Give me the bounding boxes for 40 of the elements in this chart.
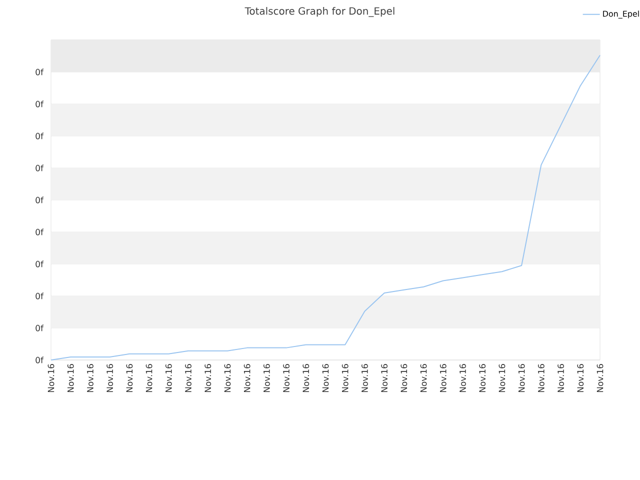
x-tick-label: Nov.16 bbox=[302, 364, 310, 392]
text: 0f bbox=[36, 196, 44, 204]
x-tick-label: Nov.16 bbox=[263, 364, 270, 392]
x-tick-label: Nov.16 bbox=[479, 364, 486, 392]
x-tick-label: Nov.16 bbox=[224, 364, 231, 392]
x-tick-label: Nov.16 bbox=[244, 364, 250, 392]
chart-title: Totalscore Graph for Don_Epel bbox=[244, 7, 394, 17]
x-tick-label: Nov.16 bbox=[283, 364, 290, 392]
x-tick-label: Nov.16 bbox=[518, 364, 525, 392]
text: 0f bbox=[36, 292, 44, 300]
x-tick-label: Nov.16 bbox=[342, 364, 348, 392]
x-tick-label: Nov.16 bbox=[322, 364, 329, 392]
x-tick-label: Nov.16 bbox=[126, 364, 133, 392]
x-tick-label: Nov.16 bbox=[558, 364, 564, 392]
text: 0f bbox=[36, 356, 44, 364]
x-tick-label: Nov.16 bbox=[577, 364, 584, 392]
x-tick-label: Nov.16 bbox=[67, 364, 74, 392]
x-tick-label: Nov.16 bbox=[106, 364, 114, 392]
x-tick-label: Nov.16 bbox=[498, 364, 506, 392]
text: 0f bbox=[36, 100, 44, 108]
text: 0f bbox=[36, 164, 44, 172]
text: 0f bbox=[36, 132, 44, 140]
x-tick-label: Nov.16 bbox=[165, 364, 172, 392]
text: 0f bbox=[36, 228, 44, 236]
x-tick-label: Nov.16 bbox=[381, 364, 388, 392]
x-tick-label: Nov.16 bbox=[362, 364, 368, 392]
x-tick-label: Nov.16 bbox=[420, 364, 427, 392]
x-tick-label: Nov.16 bbox=[460, 364, 466, 392]
x-tick-label: Nov.16 bbox=[204, 364, 212, 392]
x-tick-label: Nov.16 bbox=[400, 364, 408, 392]
x-tick-label: Nov.16 bbox=[440, 364, 446, 392]
text: 0f bbox=[36, 260, 44, 268]
x-tick-label: Nov.16 bbox=[538, 364, 544, 392]
x-tick-label: Nov.16 bbox=[48, 364, 54, 392]
x-tick-label: Nov.16 bbox=[146, 364, 152, 392]
x-tick-label: Nov.16 bbox=[596, 364, 604, 392]
x-tick-label: Nov.16 bbox=[185, 364, 192, 392]
text: 0f bbox=[36, 324, 44, 332]
text: 0f bbox=[36, 68, 44, 76]
x-tick-label: Nov.16 bbox=[87, 364, 94, 392]
